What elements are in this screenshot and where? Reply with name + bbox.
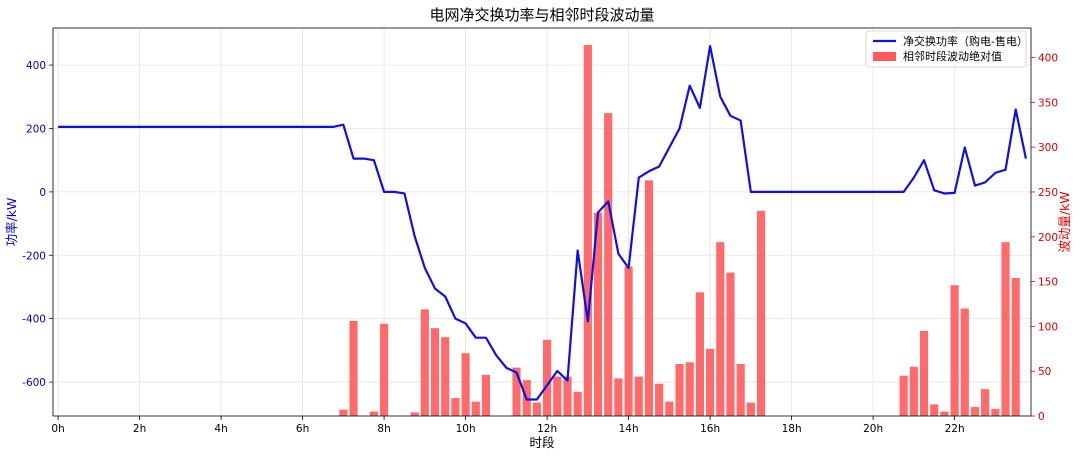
fluctuation-bar <box>970 407 980 416</box>
fluctuation-bar <box>899 375 908 416</box>
axes: 0h 2h 4h 6h 8h 10h 12h 14h 16h 18h 20h 22h -600 -400 -… <box>22 53 1058 435</box>
fluctuation-bar <box>461 353 470 416</box>
x-tick-label: 8h <box>377 423 390 435</box>
fluctuation-bar <box>919 330 929 416</box>
fluctuation-bar <box>644 180 654 416</box>
x-tick-label: 4h <box>214 423 227 435</box>
fluctuation-bar <box>481 374 491 416</box>
fluctuation-bar <box>960 308 969 416</box>
fluctuation-bar <box>543 339 552 416</box>
fluctuation-bar <box>339 409 348 416</box>
fluctuation-bar <box>726 272 735 416</box>
fluctuation-bar <box>665 401 674 416</box>
fluctuation-bar <box>420 309 429 416</box>
fluctuation-bar <box>685 362 694 416</box>
y-right-tick-label: 50 <box>1038 366 1051 378</box>
x-tick-label: 6h <box>296 423 309 435</box>
fluctuation-bar <box>981 389 990 416</box>
y-left-tick-label: -600 <box>22 377 46 389</box>
x-tick-label: 2h <box>133 423 146 435</box>
legend-bar-swatch <box>873 52 896 61</box>
fluctuation-bar <box>909 366 918 416</box>
y-left-tick-label: 0 <box>39 187 46 199</box>
x-tick-label: 22h <box>945 423 965 435</box>
fluctuation-bar <box>553 376 562 416</box>
y-left-tick-label: 200 <box>26 123 46 135</box>
legend-box <box>865 30 1027 68</box>
y-left-tick-label: -400 <box>22 314 46 326</box>
fluctuation-bar <box>604 113 613 417</box>
chart-title: 电网净交换功率与相邻时段波动量 <box>429 6 654 24</box>
fluctuation-bar <box>573 391 582 416</box>
x-axis-label: 时段 <box>529 435 554 450</box>
x-tick-label: 18h <box>782 423 802 435</box>
grid <box>53 28 1031 416</box>
fluctuation-bar <box>1011 278 1020 416</box>
fluctuation-bar <box>675 364 684 416</box>
y-right-tick-label: 250 <box>1038 187 1058 199</box>
y-right-tick-label: 200 <box>1038 232 1058 244</box>
legend: 净交换功率（购电-售电） 相邻时段波动绝对值 <box>865 30 1028 68</box>
fluctuation-bar <box>930 404 939 416</box>
fluctuation-bar <box>736 364 745 416</box>
fluctuation-bar <box>634 376 643 416</box>
x-tick-label: 0h <box>51 423 64 435</box>
fluctuation-bar <box>380 323 389 416</box>
net-power-line <box>58 44 1027 401</box>
fluctuation-bar <box>532 402 541 416</box>
y-right-tick-label: 300 <box>1038 142 1058 154</box>
fluctuation-bar <box>349 321 358 416</box>
y-right-tick-label: 350 <box>1038 97 1058 109</box>
y-left-tick-label: -200 <box>22 250 46 262</box>
fluctuation-bar <box>451 398 460 416</box>
fluctuation-bar <box>756 210 766 416</box>
fluctuation-bar <box>430 328 440 416</box>
x-tick-label: 20h <box>863 423 883 435</box>
plot-frame <box>52 27 1032 417</box>
y-right-tick-label: 100 <box>1038 321 1058 333</box>
bar-series <box>339 45 1020 417</box>
fluctuation-bar <box>940 411 949 416</box>
fluctuation-bar <box>655 383 664 416</box>
legend-bar-label: 相邻时段波动绝对值 <box>903 49 1002 63</box>
fluctuation-bar <box>950 285 959 416</box>
legend-line-label: 净交换功率（购电-售电） <box>903 34 1028 48</box>
fluctuation-bar <box>471 401 480 416</box>
x-tick-label: 14h <box>619 423 639 435</box>
x-tick-label: 10h <box>456 423 476 435</box>
x-tick-label: 16h <box>700 423 720 435</box>
fluctuation-bar <box>614 378 623 416</box>
fluctuation-bar <box>410 412 419 416</box>
fluctuation-bar <box>716 242 725 416</box>
y-right-tick-label: 400 <box>1038 53 1058 65</box>
fluctuation-bar <box>563 376 572 416</box>
x-tick-label: 12h <box>537 423 557 435</box>
line-series <box>58 44 1027 401</box>
y-right-axis-label: 波动量/kW <box>1057 191 1072 252</box>
fluctuation-bar <box>991 408 1000 416</box>
fluctuation-bar <box>624 266 633 416</box>
fluctuation-bar <box>512 367 521 416</box>
fluctuation-bar <box>695 292 704 416</box>
fluctuation-bar <box>583 45 592 417</box>
fluctuation-bar <box>706 348 715 416</box>
y-left-axis-label: 功率/kW <box>4 198 19 247</box>
fluctuation-bar <box>746 402 755 416</box>
y-right-tick-label: 0 <box>1038 411 1045 423</box>
fluctuation-bar <box>593 212 603 416</box>
fluctuation-bar <box>1001 242 1010 416</box>
y-right-tick-label: 150 <box>1038 277 1058 289</box>
fluctuation-bar <box>369 411 378 416</box>
y-left-tick-label: 400 <box>26 60 46 72</box>
fluctuation-bar <box>441 337 450 416</box>
